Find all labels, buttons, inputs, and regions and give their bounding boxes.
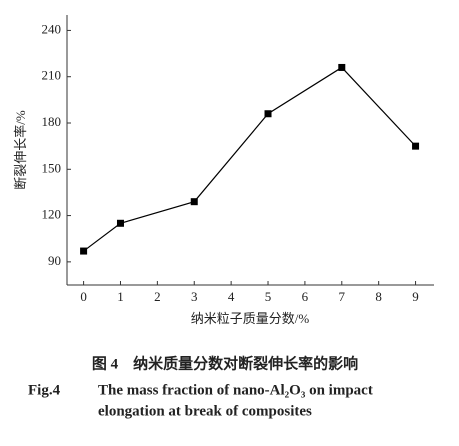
x-tick-label: 3 [191, 289, 198, 304]
y-tick-label: 120 [42, 207, 62, 222]
x-axis-label: 纳米粒子质量分数/% [191, 311, 310, 326]
caption-en: elongation at break of composites [98, 403, 312, 419]
x-tick-label: 9 [412, 289, 419, 304]
x-tick-label: 0 [80, 289, 87, 304]
marker [264, 110, 272, 118]
marker [116, 219, 124, 227]
y-tick-label: 240 [42, 21, 62, 36]
line [83, 66, 416, 252]
x-tick-label: 1 [117, 289, 124, 304]
y-tick-label: 210 [42, 68, 62, 83]
caption-cn: 图 4 纳米质量分数对断裂伸长率的影响 [92, 354, 358, 372]
y-axis-label: 断裂伸长率/% [13, 110, 28, 190]
caption-en: The mass fraction of nano-Al₂O₃ on impac… [98, 382, 373, 398]
x-tick-label: 7 [339, 289, 346, 304]
y-tick-label: 90 [48, 253, 61, 268]
x-tick-label: 6 [302, 289, 309, 304]
y-tick-label: 180 [42, 114, 62, 129]
marker [338, 63, 346, 71]
x-tick-label: 8 [375, 289, 382, 304]
x-tick-label: 2 [154, 289, 161, 304]
x-tick-label: 4 [228, 289, 235, 304]
caption-en-label: Fig.4 [28, 382, 61, 398]
marker [190, 198, 198, 206]
y-tick-label: 150 [42, 160, 62, 175]
marker [80, 247, 88, 255]
x-tick-label: 5 [265, 289, 272, 304]
marker [412, 142, 420, 150]
